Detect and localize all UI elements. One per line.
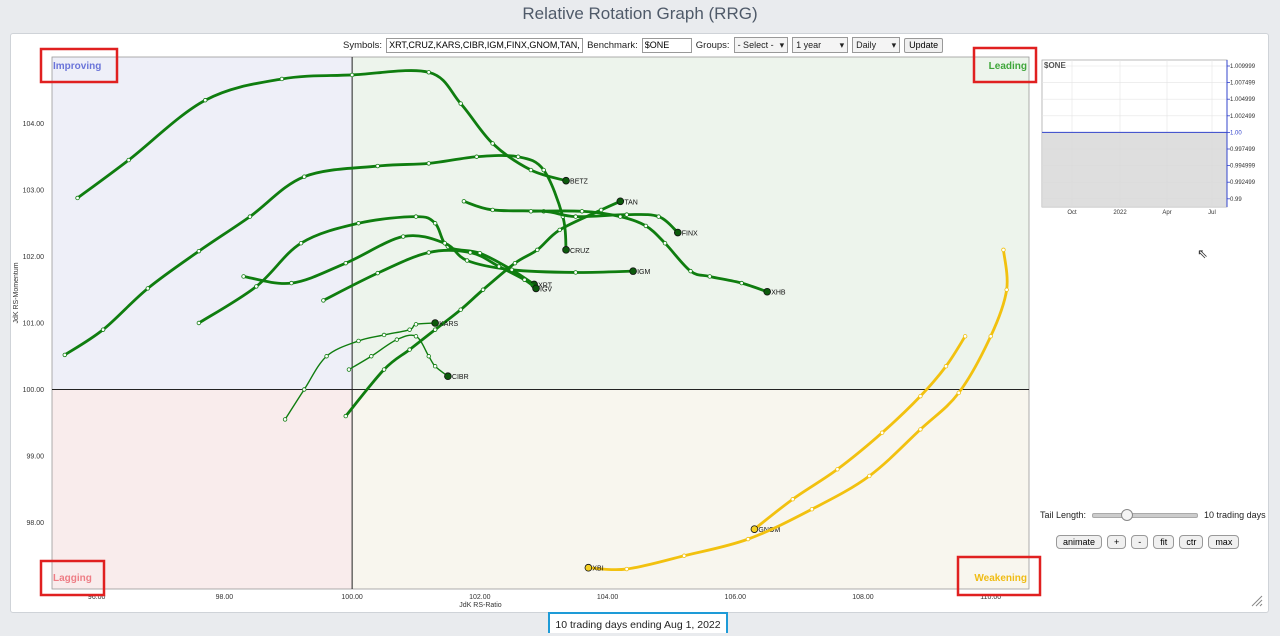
- frequency-select-value: Daily: [856, 40, 877, 50]
- symbols-input[interactable]: [386, 37, 584, 53]
- tail-length-handle[interactable]: [1121, 508, 1134, 521]
- period-select[interactable]: 1 year ▾: [792, 37, 849, 53]
- tail-length-label: Tail Length:: [1040, 510, 1087, 520]
- frequency-select[interactable]: Daily ▾: [852, 37, 901, 53]
- update-button[interactable]: Update: [904, 37, 944, 53]
- chevron-down-icon: ▾: [839, 39, 845, 50]
- mouse-cursor-icon: ⇖: [1197, 246, 1208, 261]
- fit-button[interactable]: fit: [1153, 535, 1175, 549]
- toolbar: Symbols: Benchmark: Groups: - Select -▾ …: [343, 37, 944, 53]
- max-button[interactable]: max: [1208, 535, 1240, 549]
- groups-select-value: - Select -: [737, 40, 774, 50]
- benchmark-input[interactable]: [641, 37, 692, 53]
- tail-length-control: Tail Length: 10 trading days: [1040, 508, 1266, 521]
- chart-panel: [10, 33, 1269, 613]
- groups-select[interactable]: - Select - ▾: [733, 37, 789, 53]
- chevron-down-icon: ▾: [891, 39, 897, 50]
- chevron-down-icon: ▾: [779, 39, 785, 50]
- zoom-out-button[interactable]: -: [1131, 535, 1149, 549]
- tail-length-value: 10 trading days: [1204, 510, 1266, 520]
- benchmark-label: Benchmark:: [587, 39, 638, 51]
- zoom-in-button[interactable]: +: [1107, 535, 1127, 549]
- center-button[interactable]: ctr: [1179, 535, 1204, 549]
- animate-button[interactable]: animate: [1056, 535, 1103, 549]
- symbols-label: Symbols:: [343, 39, 383, 51]
- groups-label: Groups:: [695, 39, 730, 51]
- page-title: Relative Rotation Graph (RRG): [522, 4, 758, 23]
- footer-date-range: 10 trading days ending Aug 1, 2022: [548, 612, 728, 633]
- tail-length-slider[interactable]: [1092, 508, 1199, 521]
- view-controls: animate + - fit ctr max: [1056, 535, 1240, 549]
- period-select-value: 1 year: [796, 40, 822, 50]
